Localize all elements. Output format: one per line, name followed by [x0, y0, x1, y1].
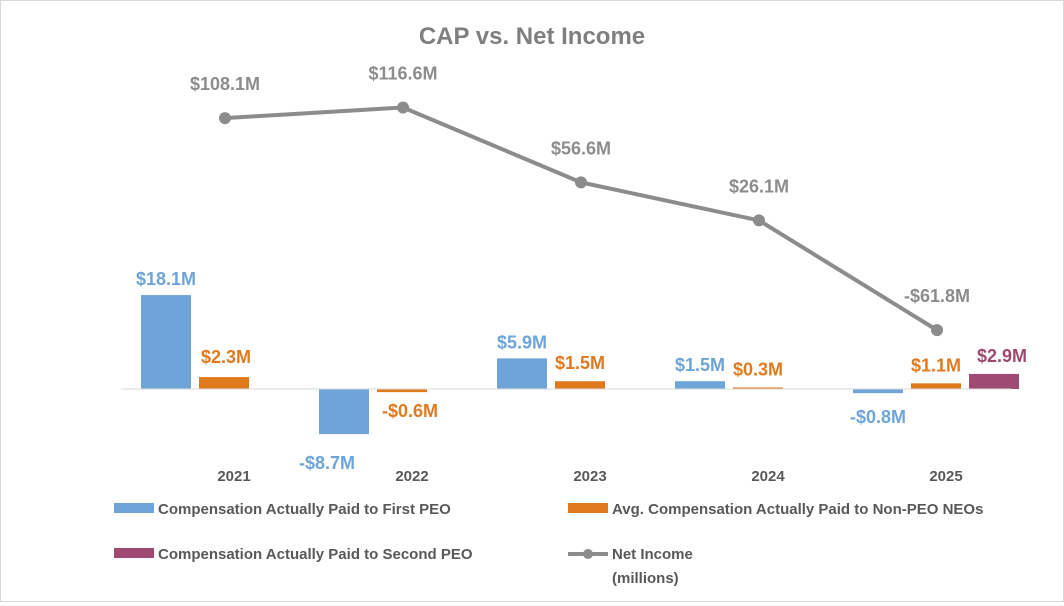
bar-avg-compensation-actually-paid-to-non-peo-neos-2025 — [911, 383, 961, 389]
data-label-net-income-2021: $108.1M — [190, 74, 260, 94]
data-label-avg-compensation-actually-paid-to-non-peo-neos-2022: -$0.6M — [382, 401, 438, 421]
net-income-point-2021 — [219, 112, 231, 125]
net-income-point-2024 — [753, 214, 765, 227]
legend-marker-icon — [583, 549, 593, 559]
legend-swatch-icon — [114, 548, 154, 558]
bar-compensation-actually-paid-to-first-peo-2023 — [497, 358, 547, 389]
legend-item-1: Avg. Compensation Actually Paid to Non-P… — [568, 501, 983, 518]
bar-compensation-actually-paid-to-second-peo-2025 — [969, 373, 1019, 389]
chart-title: CAP vs. Net Income — [419, 23, 645, 50]
data-label-net-income-2023: $56.6M — [551, 138, 611, 158]
x-axis-ticks: 2021 2022 2023 2024 2025 — [217, 468, 962, 485]
data-label-net-income-2024: $26.1M — [729, 176, 789, 196]
data-label-net-income-2022: $116.6M — [368, 63, 437, 83]
bar-compensation-actually-paid-to-first-peo-2022 — [319, 389, 369, 435]
data-label-avg-compensation-actually-paid-to-non-peo-neos-2021: $2.3M — [201, 347, 251, 367]
bars-layer — [141, 295, 1019, 435]
x-tick-label-2024: 2024 — [751, 468, 785, 485]
bar-avg-compensation-actually-paid-to-non-peo-neos-2021 — [199, 377, 249, 389]
legend-label: Net Income — [612, 546, 693, 563]
data-labels-layer: $18.1M $2.3M -$8.7M -$0.6M $5.9M $1.5M $1.5M $0… — [136, 63, 1027, 473]
legend-label: (millions) — [612, 570, 679, 587]
x-tick-label-2025: 2025 — [929, 468, 962, 485]
legend-item-3: Net Income (millions) — [568, 546, 693, 587]
data-label-compensation-actually-paid-to-first-peo-2025: -$0.8M — [850, 407, 906, 427]
legend-label: Compensation Actually Paid to First PEO — [158, 501, 451, 518]
net-income-line-layer — [219, 101, 943, 337]
net-income-point-2022 — [397, 101, 409, 114]
bar-avg-compensation-actually-paid-to-non-peo-neos-2022 — [377, 389, 427, 393]
data-label-compensation-actually-paid-to-second-peo-2025: $2.9M — [977, 346, 1027, 366]
x-tick-label-2023: 2023 — [573, 468, 606, 485]
bar-avg-compensation-actually-paid-to-non-peo-neos-2024 — [733, 387, 783, 390]
legend-label: Avg. Compensation Actually Paid to Non-P… — [612, 501, 983, 518]
legend-label: Compensation Actually Paid to Second PEO — [158, 546, 473, 563]
bar-compensation-actually-paid-to-first-peo-2024 — [675, 381, 725, 389]
legend-swatch-icon — [568, 503, 608, 513]
x-tick-label-2022: 2022 — [395, 468, 428, 485]
data-label-net-income-2025: -$61.8M — [904, 286, 970, 306]
bar-avg-compensation-actually-paid-to-non-peo-neos-2023 — [555, 381, 605, 389]
legend-item-0: Compensation Actually Paid to First PEO — [114, 501, 451, 518]
net-income-point-2023 — [575, 176, 587, 189]
data-label-avg-compensation-actually-paid-to-non-peo-neos-2024: $0.3M — [733, 359, 783, 379]
x-tick-label-2021: 2021 — [217, 468, 250, 485]
net-income-point-2025 — [931, 324, 943, 337]
bar-compensation-actually-paid-to-first-peo-2025 — [853, 389, 903, 394]
bar-compensation-actually-paid-to-first-peo-2021 — [141, 295, 191, 389]
data-label-compensation-actually-paid-to-first-peo-2024: $1.5M — [675, 355, 725, 375]
data-label-compensation-actually-paid-to-first-peo-2021: $18.1M — [136, 269, 196, 289]
data-label-compensation-actually-paid-to-first-peo-2023: $5.9M — [497, 332, 547, 352]
legend: Compensation Actually Paid to First PEO A… — [114, 501, 983, 587]
data-label-avg-compensation-actually-paid-to-non-peo-neos-2023: $1.5M — [555, 353, 605, 373]
legend-swatch-icon — [114, 503, 154, 513]
legend-item-2: Compensation Actually Paid to Second PEO — [114, 546, 473, 563]
data-label-avg-compensation-actually-paid-to-non-peo-neos-2025: $1.1M — [911, 355, 961, 375]
data-label-compensation-actually-paid-to-first-peo-2022: -$8.7M — [299, 453, 355, 473]
